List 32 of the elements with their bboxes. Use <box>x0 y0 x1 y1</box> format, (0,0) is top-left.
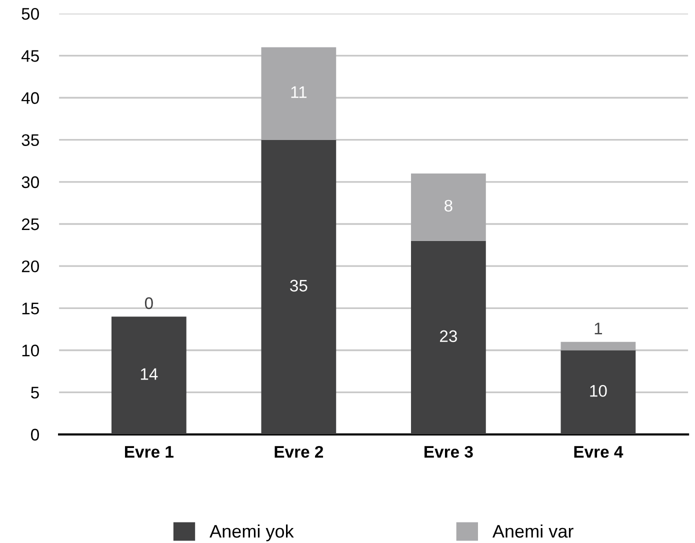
bar <box>560 350 636 434</box>
data-label: 10 <box>590 384 607 397</box>
bar <box>411 173 486 241</box>
y-tick-label: 15 <box>22 302 39 314</box>
y-tick-label: 45 <box>21 50 39 62</box>
data-label: 23 <box>440 330 457 342</box>
legend-label: Anemi yok <box>210 524 294 542</box>
y-tick-label: 30 <box>22 176 39 188</box>
legend-label: Anemi var <box>492 524 574 538</box>
data-label: 14 <box>140 368 158 380</box>
bar <box>261 140 336 434</box>
y-tick-label: 40 <box>21 92 39 104</box>
y-tick-label: 10 <box>22 344 39 356</box>
y-tick-label: 25 <box>22 218 39 230</box>
data-label: 11 <box>291 86 307 98</box>
x-tick-label: Evre 1 <box>125 446 174 458</box>
y-tick-label: 35 <box>22 134 39 146</box>
x-tick-label: Evre 2 <box>274 446 324 458</box>
y-tick-label: 0 <box>31 428 39 441</box>
data-label: 1 <box>594 322 602 334</box>
x-tick-label: Evre 3 <box>424 446 473 458</box>
bar <box>111 316 186 434</box>
bar <box>261 47 336 140</box>
data-label: 35 <box>290 280 308 292</box>
bar <box>560 342 636 350</box>
data-label: 8 <box>444 200 452 212</box>
data-label: 0 <box>144 297 153 310</box>
x-tick-label: Evre 4 <box>574 446 624 458</box>
y-tick-label: 20 <box>22 260 39 272</box>
y-tick-label: 50 <box>22 8 39 20</box>
bar <box>411 240 486 434</box>
y-tick-label: 5 <box>31 386 39 399</box>
